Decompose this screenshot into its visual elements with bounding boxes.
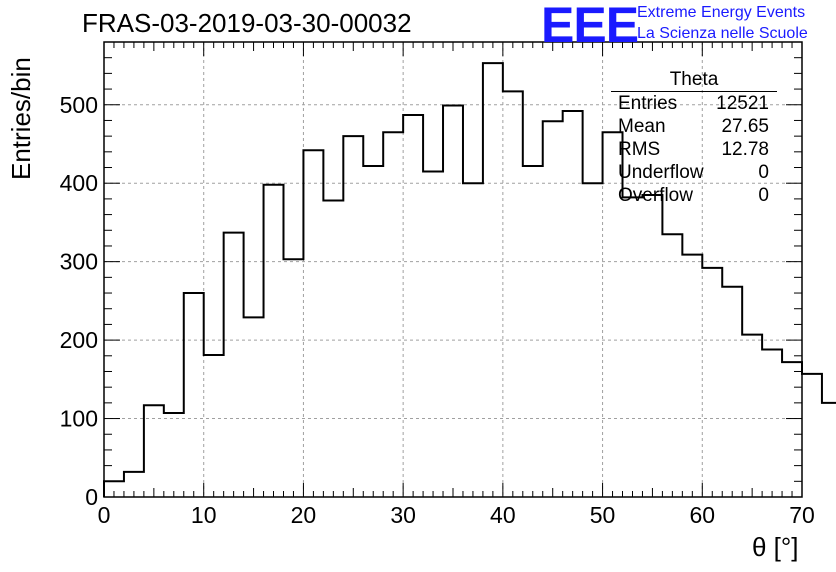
histogram-bin: [343, 136, 363, 497]
histogram-bin: [563, 111, 583, 497]
stats-row: Mean 27.65: [611, 115, 777, 138]
histogram-bin: [383, 132, 403, 497]
stats-value: 0: [758, 185, 769, 206]
histogram-bin: [662, 234, 682, 497]
y-tick-label: 200: [60, 327, 98, 353]
histogram-bin: [782, 362, 802, 497]
histogram-bin: [244, 317, 264, 497]
histogram-bin: [204, 355, 224, 497]
stats-value: 0: [758, 162, 769, 183]
y-tick-label: 100: [60, 406, 98, 432]
x-tick-label: 50: [590, 502, 616, 528]
histogram-bin: [722, 287, 742, 497]
histogram-bin: [543, 121, 563, 497]
stats-value: 27.65: [721, 116, 769, 137]
x-tick-label: 10: [191, 502, 217, 528]
x-tick-label: 70: [789, 502, 815, 528]
tick-labels: 0 10 20 30 40 50 60 70 0 100 200 300 400 500: [60, 92, 815, 528]
stats-row: Entries 12521: [611, 92, 777, 115]
stats-label: Entries: [618, 93, 678, 114]
stats-label: Overflow: [618, 185, 693, 206]
stats-box: Theta Entries 12521 Mean 27.65 RMS 12.78…: [611, 70, 777, 207]
plot-title: FRAS-03-2019-03-30-00032: [82, 8, 412, 38]
histogram-outline: [103, 62, 836, 497]
histogram-bin: [363, 166, 383, 497]
stats-row: RMS 12.78: [611, 138, 777, 161]
histogram-bin: [503, 91, 523, 497]
histogram-bin: [283, 259, 303, 497]
stats-label: RMS: [618, 139, 661, 160]
histogram-bin: [164, 413, 184, 497]
histogram-bin: [224, 233, 244, 497]
y-tick-label: 400: [60, 170, 98, 196]
x-tick-label: 30: [390, 502, 416, 528]
stats-row: Overflow 0: [611, 184, 777, 207]
histogram-bin: [323, 200, 343, 497]
histogram-bin: [403, 115, 423, 497]
histogram-bin: [762, 350, 782, 497]
histogram-bin: [742, 335, 762, 497]
eee-logo-line2: La Scienza nelle Scuole: [637, 25, 808, 42]
histogram-bin: [264, 185, 284, 497]
x-tick-label: 0: [98, 502, 111, 528]
histogram-bin: [523, 166, 543, 497]
x-tick-label: 60: [689, 502, 715, 528]
histogram-bin: [303, 150, 323, 497]
histogram-bin: [423, 171, 443, 497]
x-axis-label: θ [°]: [752, 532, 799, 562]
stats-value: 12521: [716, 93, 769, 114]
histogram-bin: [702, 268, 722, 497]
y-axis-label: Entries/bin: [6, 57, 36, 180]
histogram-bin: [184, 293, 204, 497]
histogram-bin: [144, 405, 164, 497]
histogram-bin: [583, 183, 603, 497]
stats-title: Theta: [611, 70, 777, 92]
histogram-bin: [463, 183, 483, 497]
histogram-bin: [822, 403, 836, 497]
histogram-bin: [483, 63, 503, 497]
y-tick-label: 300: [60, 249, 98, 275]
eee-logo-line1: Extreme Energy Events: [637, 4, 806, 21]
stats-value: 12.78: [721, 139, 769, 160]
histogram-bin: [623, 197, 643, 497]
stats-label: Underflow: [618, 162, 704, 183]
eee-logo: EEE: [541, 0, 639, 53]
y-tick-label: 0: [85, 484, 98, 510]
x-tick-label: 40: [490, 502, 516, 528]
stats-label: Mean: [618, 116, 666, 137]
histogram-bin: [443, 106, 463, 497]
y-tick-label: 500: [60, 92, 98, 118]
stats-row: Underflow 0: [611, 161, 777, 184]
histogram-bin: [802, 374, 822, 497]
histogram-bin: [682, 255, 702, 497]
histogram-bin: [642, 195, 662, 497]
axis-ticks: [103, 41, 803, 498]
x-tick-label: 20: [291, 502, 317, 528]
